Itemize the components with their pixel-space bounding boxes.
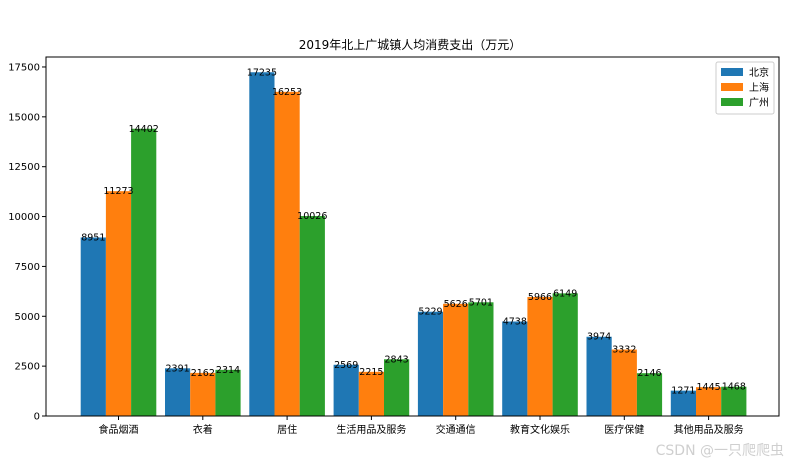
watermark: CSDN @一只爬爬虫 xyxy=(655,443,784,459)
data-label: 2215 xyxy=(359,367,383,378)
bar-3-8 xyxy=(721,386,747,416)
bar-1-8 xyxy=(670,390,696,416)
axes-group: 0 2500 5000 7500 10000 12500 15000 17500 食品烟酒 衣着 居… xyxy=(8,56,780,436)
data-label: 10026 xyxy=(297,211,327,222)
data-label: 3974 xyxy=(587,332,611,343)
bar-2-2 xyxy=(190,372,216,416)
x-tick-label: 教育文化娱乐 xyxy=(510,423,570,436)
legend-label: 上海 xyxy=(749,81,769,94)
data-label: 4738 xyxy=(503,317,527,328)
data-label: 2391 xyxy=(166,363,190,374)
bars-group xyxy=(80,72,747,416)
x-tick-label: 居住 xyxy=(277,423,297,436)
bar-3-3 xyxy=(299,216,325,416)
bar-3-2 xyxy=(215,369,241,416)
y-tick-label: 2500 xyxy=(15,362,40,373)
bar-2-5 xyxy=(443,303,469,416)
bar-2-7 xyxy=(611,349,637,416)
bar-1-4 xyxy=(333,364,359,416)
x-tick-label: 其他用品及服务 xyxy=(674,423,744,436)
y-tick-label: 17500 xyxy=(8,62,40,73)
chart-title: 2019年北上广城镇人均消费支出（万元） xyxy=(299,38,522,52)
legend-swatch xyxy=(721,83,743,91)
data-label: 6149 xyxy=(553,288,577,299)
bar-3-1 xyxy=(131,128,157,416)
bar-1-5 xyxy=(417,311,444,416)
data-label: 1445 xyxy=(697,382,721,393)
legend-swatch xyxy=(721,98,743,106)
data-label: 8951 xyxy=(81,232,105,243)
data-label: 2162 xyxy=(191,368,215,379)
y-tick-label: 15000 xyxy=(8,112,40,123)
y-tick-label: 12500 xyxy=(8,162,40,173)
y-tick-label: 10000 xyxy=(8,212,40,223)
legend-label: 北京 xyxy=(749,66,769,79)
data-label: 2569 xyxy=(334,360,358,371)
bar-2-6 xyxy=(527,297,553,416)
bar-1-6 xyxy=(502,321,528,416)
data-label: 2146 xyxy=(637,368,661,379)
data-label: 5229 xyxy=(418,307,442,318)
bar-1-2 xyxy=(165,368,191,416)
y-tick-label: 0 xyxy=(34,412,40,423)
data-label: 2843 xyxy=(385,354,409,365)
data-label: 1468 xyxy=(722,382,746,393)
plot-frame xyxy=(45,56,780,417)
data-label: 5966 xyxy=(528,292,552,303)
data-label: 17235 xyxy=(247,67,277,78)
x-tick-label: 衣着 xyxy=(193,423,213,436)
data-label: 1271 xyxy=(671,386,695,397)
bar-3-4 xyxy=(384,359,410,416)
bar-2-4 xyxy=(358,371,384,416)
data-label: 11273 xyxy=(103,186,133,197)
bar-1-1 xyxy=(80,237,106,416)
bar-2-1 xyxy=(105,191,132,416)
data-label: 5701 xyxy=(469,297,493,308)
x-tick-label: 食品烟酒 xyxy=(99,423,139,436)
bar-2-8 xyxy=(696,387,722,416)
bar-3-7 xyxy=(636,373,663,416)
data-labels-group: 8951 11273 14402 2391 2162 2314 17235 16253 1002… xyxy=(81,67,746,396)
y-tick-label: 7500 xyxy=(15,262,40,273)
bar-3-5 xyxy=(468,302,494,416)
bar-1-7 xyxy=(586,336,612,416)
x-tick-label: 交通通信 xyxy=(436,423,476,436)
legend-swatch xyxy=(721,68,743,76)
x-tick-label: 医疗保健 xyxy=(604,423,644,436)
bar-2-3 xyxy=(274,91,300,416)
legend-label: 广州 xyxy=(749,97,769,109)
data-label: 5626 xyxy=(444,299,468,310)
bar-1-3 xyxy=(249,72,275,416)
data-label: 16253 xyxy=(272,87,302,98)
data-label: 2314 xyxy=(216,365,240,376)
bar-3-6 xyxy=(552,293,578,416)
y-tick-label: 5000 xyxy=(15,312,40,323)
x-tick-label: 生活用品及服务 xyxy=(336,423,406,436)
data-label: 3332 xyxy=(612,345,636,356)
data-label: 14402 xyxy=(129,124,159,135)
